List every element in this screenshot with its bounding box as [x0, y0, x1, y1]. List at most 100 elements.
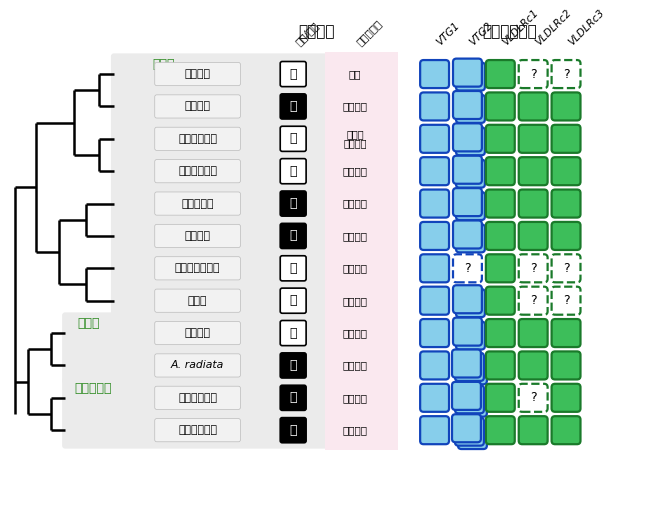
FancyBboxPatch shape	[455, 418, 484, 446]
Text: 卵黄依存: 卵黄依存	[342, 425, 367, 435]
Text: アカギンザメ: アカギンザメ	[178, 393, 217, 403]
Text: 胎盤: 胎盤	[348, 69, 361, 79]
Text: VLDLRc2: VLDLRc2	[533, 8, 573, 47]
FancyBboxPatch shape	[280, 320, 306, 346]
Text: 栄養供給法: 栄養供給法	[355, 18, 384, 47]
FancyBboxPatch shape	[155, 160, 241, 183]
FancyBboxPatch shape	[456, 160, 485, 188]
Text: 胎: 胎	[289, 262, 297, 275]
Text: 遺伝子セット: 遺伝子セット	[482, 24, 537, 39]
FancyBboxPatch shape	[519, 254, 547, 282]
FancyBboxPatch shape	[155, 419, 241, 442]
Text: 卵: 卵	[289, 229, 297, 242]
FancyBboxPatch shape	[551, 287, 580, 315]
FancyBboxPatch shape	[155, 321, 241, 345]
Text: イヌザメ: イヌザメ	[184, 231, 210, 241]
FancyBboxPatch shape	[519, 352, 547, 380]
Text: 卵黄依存: 卵黄依存	[342, 166, 367, 176]
FancyBboxPatch shape	[551, 352, 580, 380]
FancyBboxPatch shape	[280, 159, 306, 184]
Text: ラブカ: ラブカ	[188, 296, 207, 306]
FancyBboxPatch shape	[519, 287, 547, 315]
FancyBboxPatch shape	[551, 93, 580, 121]
FancyBboxPatch shape	[519, 319, 547, 347]
FancyBboxPatch shape	[486, 352, 515, 380]
Text: 卵: 卵	[289, 392, 297, 405]
FancyBboxPatch shape	[519, 157, 547, 185]
FancyBboxPatch shape	[519, 60, 547, 88]
FancyBboxPatch shape	[519, 125, 547, 153]
FancyBboxPatch shape	[280, 94, 306, 119]
Text: 卵黄依存: 卵黄依存	[342, 101, 367, 111]
Text: 組織栄養: 組織栄養	[343, 139, 366, 149]
Text: 胎: 胎	[289, 132, 297, 145]
FancyBboxPatch shape	[551, 157, 580, 185]
Text: ?: ?	[530, 262, 537, 275]
FancyBboxPatch shape	[486, 125, 515, 153]
FancyBboxPatch shape	[486, 416, 515, 444]
FancyBboxPatch shape	[155, 127, 241, 150]
FancyBboxPatch shape	[453, 220, 482, 249]
Text: VTG2: VTG2	[468, 21, 494, 47]
FancyBboxPatch shape	[456, 127, 485, 155]
FancyBboxPatch shape	[453, 155, 482, 184]
FancyBboxPatch shape	[420, 157, 449, 185]
FancyBboxPatch shape	[453, 285, 482, 313]
Text: エイ類: エイ類	[78, 317, 100, 330]
FancyBboxPatch shape	[486, 60, 515, 88]
FancyBboxPatch shape	[155, 192, 241, 215]
Text: 胎: 胎	[289, 165, 297, 178]
FancyBboxPatch shape	[486, 222, 515, 250]
Text: 卵: 卵	[289, 197, 297, 210]
FancyBboxPatch shape	[551, 60, 580, 88]
Text: トラザメ: トラザメ	[184, 101, 210, 111]
Text: 卵: 卵	[289, 359, 297, 372]
FancyBboxPatch shape	[280, 224, 306, 249]
FancyBboxPatch shape	[551, 319, 580, 347]
FancyBboxPatch shape	[420, 287, 449, 315]
FancyBboxPatch shape	[420, 254, 449, 282]
FancyBboxPatch shape	[452, 382, 481, 410]
Text: 卵: 卵	[289, 100, 297, 113]
FancyBboxPatch shape	[551, 222, 580, 250]
Text: 胎: 胎	[289, 68, 297, 81]
FancyBboxPatch shape	[453, 59, 482, 87]
FancyBboxPatch shape	[453, 188, 482, 216]
Text: アカエイ: アカエイ	[184, 328, 210, 338]
Text: ?: ?	[563, 294, 570, 307]
Text: 卵黄依存: 卵黄依存	[342, 296, 367, 306]
FancyBboxPatch shape	[155, 62, 241, 86]
Text: 繁殖様式: 繁殖様式	[298, 24, 334, 39]
FancyBboxPatch shape	[458, 356, 487, 384]
Text: VTG1: VTG1	[435, 21, 462, 47]
FancyBboxPatch shape	[456, 95, 485, 123]
FancyBboxPatch shape	[280, 353, 306, 378]
FancyBboxPatch shape	[452, 414, 481, 443]
FancyBboxPatch shape	[155, 95, 241, 118]
Text: 胎: 胎	[289, 327, 297, 340]
Text: 卵黄依存: 卵黄依存	[342, 360, 367, 370]
FancyBboxPatch shape	[111, 54, 383, 319]
FancyBboxPatch shape	[519, 190, 547, 217]
FancyBboxPatch shape	[420, 190, 449, 217]
FancyBboxPatch shape	[519, 222, 547, 250]
FancyBboxPatch shape	[420, 319, 449, 347]
FancyBboxPatch shape	[486, 254, 515, 282]
FancyBboxPatch shape	[420, 416, 449, 444]
FancyBboxPatch shape	[155, 386, 241, 409]
FancyBboxPatch shape	[280, 191, 306, 216]
FancyBboxPatch shape	[62, 377, 383, 449]
FancyBboxPatch shape	[551, 254, 580, 282]
FancyBboxPatch shape	[420, 60, 449, 88]
FancyBboxPatch shape	[486, 287, 515, 315]
Text: 胎: 胎	[289, 294, 297, 307]
FancyBboxPatch shape	[519, 93, 547, 121]
FancyBboxPatch shape	[455, 385, 484, 413]
FancyBboxPatch shape	[155, 354, 241, 377]
FancyBboxPatch shape	[155, 257, 241, 280]
FancyBboxPatch shape	[420, 93, 449, 121]
Text: ギンザメ類: ギンザメ類	[74, 382, 112, 395]
Text: ジンベエザメ: ジンベエザメ	[178, 166, 217, 176]
FancyBboxPatch shape	[453, 123, 482, 151]
Text: 卵生/胎生: 卵生/胎生	[293, 20, 320, 47]
